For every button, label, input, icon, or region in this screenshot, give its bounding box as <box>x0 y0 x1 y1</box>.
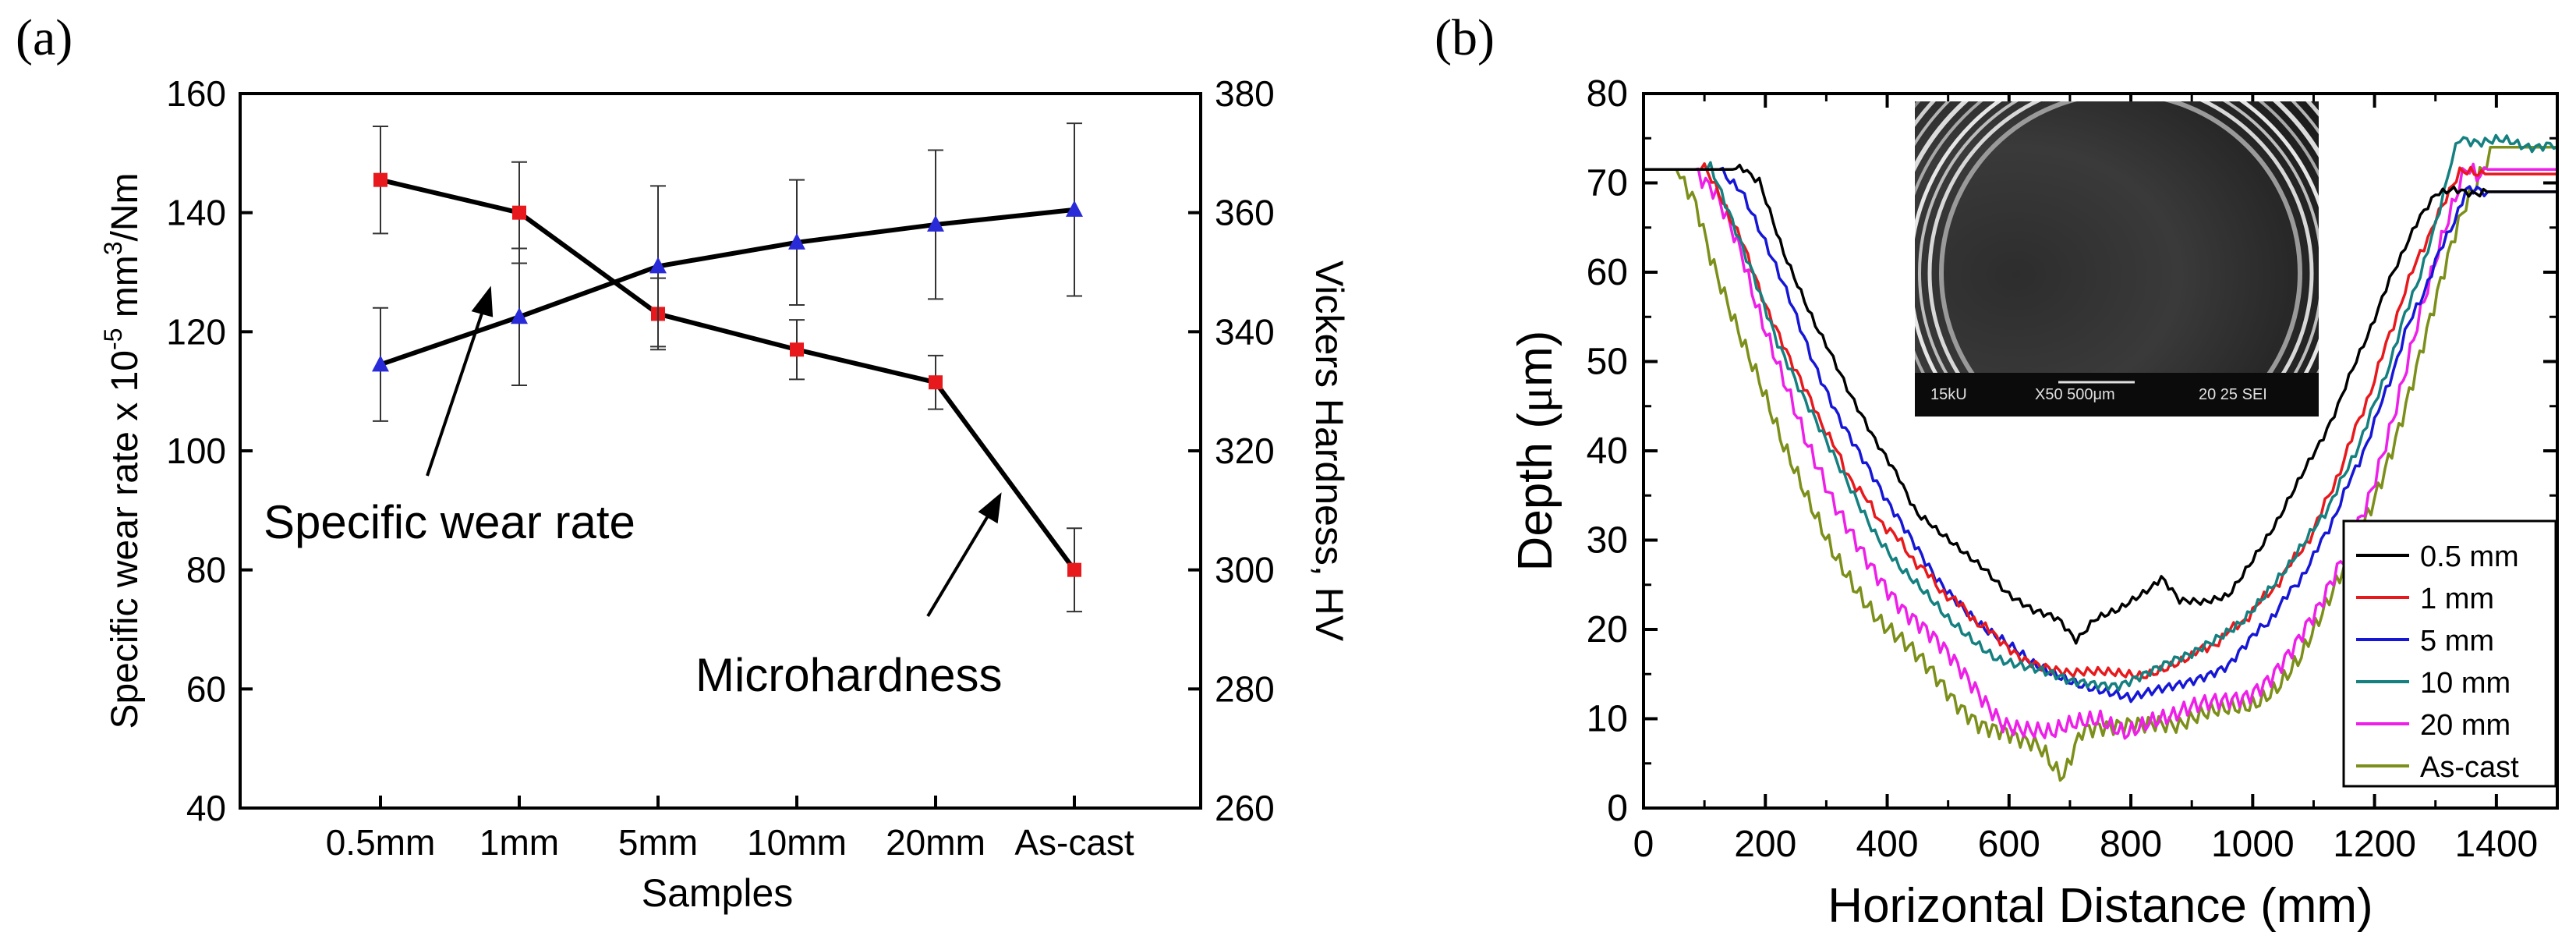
y-tick-label-b: 30 <box>1587 520 1628 562</box>
y-tick-label-b: 50 <box>1587 342 1628 383</box>
y2-tick-label-a: 340 <box>1215 311 1275 352</box>
y-axis-label-a: Specific wear rate x 10-5 mm3/Nm <box>99 172 146 728</box>
series-line-as-cast <box>1644 145 2557 782</box>
x-tick-label-b: 1400 <box>2454 824 2538 865</box>
series-line-20-mm <box>1644 162 2557 740</box>
y-tick-label-a: 140 <box>166 193 226 233</box>
y-tick-label-b: 20 <box>1587 609 1628 650</box>
x-tick-label-a: 10mm <box>747 822 847 863</box>
legend-b: 0.5 mm 1 mm 5 mm 10 mm 20 mm As-cast <box>2342 519 2557 788</box>
arrow-microhardness <box>926 513 990 618</box>
x-tick-label-a: 20mm <box>886 822 985 863</box>
x-tick-label-b: 1200 <box>2333 824 2416 865</box>
y-tick-label-b: 10 <box>1587 699 1628 740</box>
data-point-hardness <box>372 355 389 372</box>
y-tick-label-b: 80 <box>1587 73 1628 115</box>
y-tick-label-a: 40 <box>186 788 226 828</box>
legend-label: 10 mm <box>2420 667 2511 700</box>
legend-box <box>2342 519 2557 788</box>
legend-label: 5 mm <box>2420 625 2494 658</box>
series-line-wear-rate <box>380 177 1077 572</box>
annotation-specific-wear-rate: Specific wear rate <box>264 496 635 548</box>
panel-b: (b) 0 10 20 30 40 50 60 70 80 0 200 400 600 800 1000 1… <box>1435 9 2559 933</box>
x-axis-b: 0 200 400 600 800 1000 1200 1400 <box>1633 94 2559 865</box>
x-tick-label-b: 200 <box>1734 824 1796 865</box>
y2-tick-label-a: 320 <box>1215 431 1275 471</box>
annotation-microhardness: Microhardness <box>695 649 1003 701</box>
y2-tick-label-a: 280 <box>1215 668 1275 709</box>
data-point-hardness <box>511 307 528 324</box>
series-line-hardness <box>380 207 1075 367</box>
series-line-5-mm <box>1644 166 2557 704</box>
annotation-arrows-a <box>426 285 1002 618</box>
x-tick-label-b: 0 <box>1633 824 1654 865</box>
panel-a: (a) 40 60 80 100 120 140 160 260 280 300 320 340 36… <box>16 9 1351 915</box>
data-point-wear-rate <box>790 342 804 357</box>
legend-label: As-cast <box>2420 751 2519 784</box>
sem-voltage-label: 15kU <box>1930 386 1967 403</box>
sem-info-label: 20 25 SEI <box>2199 386 2267 403</box>
y2-tick-label-a: 380 <box>1215 73 1275 114</box>
x-tick-label-a: 1mm <box>479 822 559 863</box>
series-line-1-mm <box>1644 162 2557 680</box>
y-axis-right-a: 260 280 300 320 340 360 380 <box>1188 73 1275 828</box>
y-tick-label-b: 70 <box>1587 163 1628 204</box>
x-tick-label-a: As-cast <box>1014 822 1134 863</box>
data-point-hardness <box>927 214 944 232</box>
x-axis-label-a: Samples <box>642 871 794 915</box>
sem-scale-label: X50 500μm <box>2035 386 2115 403</box>
series-line-0-5-mm <box>1644 163 2557 645</box>
y-tick-label-a: 120 <box>166 311 226 352</box>
legend-label: 1 mm <box>2420 583 2494 615</box>
panel-label-a: (a) <box>16 9 73 66</box>
x-tick-label-b: 400 <box>1856 824 1918 865</box>
y2-tick-label-a: 300 <box>1215 550 1275 590</box>
x-tick-label-b: 800 <box>2100 824 2162 865</box>
arrow-wear-rate <box>426 308 485 477</box>
data-point-wear-rate <box>373 172 387 187</box>
y-tick-label-a: 60 <box>186 668 226 709</box>
data-point-hardness <box>1066 200 1083 217</box>
plot-lines-b <box>1644 133 2558 782</box>
data-point-hardness <box>788 232 805 250</box>
x-axis-label-b: Horizontal Distance (mm) <box>1828 879 2373 933</box>
y2-tick-label-a: 260 <box>1215 788 1275 828</box>
x-axis-a: 0.5mm 1mm 5mm 10mm 20mm As-cast <box>326 796 1134 863</box>
plot-marks-a <box>372 122 1083 613</box>
x-tick-label-a: 0.5mm <box>326 822 436 863</box>
data-point-wear-rate <box>1067 562 1081 577</box>
data-point-wear-rate <box>512 205 526 220</box>
y-axis-left-a: 40 60 80 100 120 140 160 <box>166 73 253 828</box>
y-tick-label-a: 80 <box>186 550 226 590</box>
y-tick-label-b: 60 <box>1587 252 1628 293</box>
y-tick-label-a: 100 <box>166 431 226 471</box>
data-point-hardness <box>649 257 667 274</box>
legend-label: 0.5 mm <box>2420 541 2519 573</box>
arrow-head-wear-rate <box>471 285 494 317</box>
panel-label-b: (b) <box>1435 9 1495 66</box>
y-tick-label-a: 160 <box>166 73 226 114</box>
legend-label: 20 mm <box>2420 709 2511 742</box>
y-tick-label-b: 0 <box>1607 788 1628 829</box>
sem-inset-image: 15kU X50 500μm 20 25 SEI <box>1915 101 2319 417</box>
y2-axis-label-a: Vickers Hardness, HV <box>1307 261 1351 642</box>
arrow-head-microhardness <box>978 492 1002 524</box>
data-point-wear-rate <box>929 375 943 390</box>
y-axis-label-b: Depth (μm) <box>1509 331 1562 572</box>
y2-tick-label-a: 360 <box>1215 193 1275 233</box>
x-tick-label-b: 600 <box>1978 824 2040 865</box>
x-tick-label-b: 1000 <box>2211 824 2295 865</box>
y-tick-label-b: 40 <box>1587 431 1628 472</box>
series-line-10-mm <box>1644 133 2558 692</box>
x-tick-label-a: 5mm <box>618 822 698 863</box>
plot-frame-b <box>1642 92 2559 810</box>
